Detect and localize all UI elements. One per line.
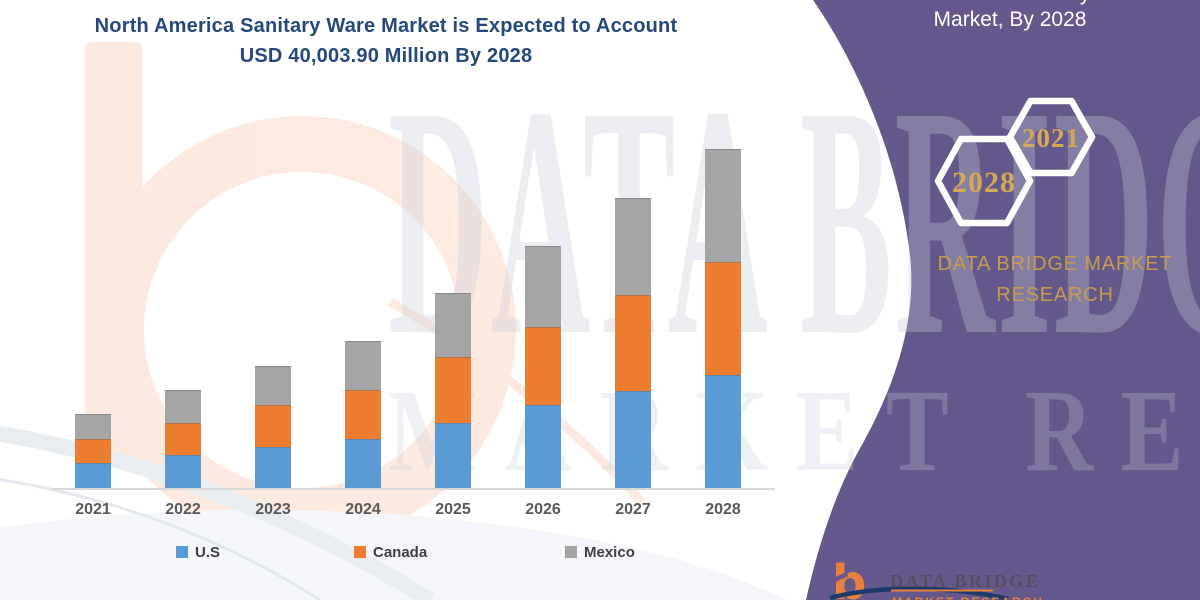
bar-segment-2021-us [75, 463, 111, 488]
x-axis-label-2028: 2028 [705, 501, 741, 518]
panel-heading: Market, By 2028 [933, 8, 1087, 31]
bar-segment-2022-canada [165, 423, 201, 455]
legend-item-mexico: Mexico [565, 543, 635, 561]
x-axis-label-2023: 2023 [255, 501, 291, 518]
legend-swatch-us [176, 546, 188, 558]
bg-swoosh-arcs [0, 425, 788, 600]
purple-panel-shape [806, 0, 1200, 600]
bar-segment-2022-us [165, 455, 201, 488]
bar-segment-2028-us [705, 375, 741, 488]
legend-label-mexico: Mexico [584, 543, 635, 561]
legend-label-us: U.S [195, 543, 221, 561]
legend-swatch-mexico [565, 546, 577, 558]
bar-segment-2025-canada [435, 357, 471, 423]
chart-title-line2: USD 40,003.90 Million By 2028 [239, 45, 533, 67]
bar-segment-2028-canada [705, 262, 741, 375]
bar-segment-2024-mexico [345, 341, 381, 390]
bar-segment-2022-mexico [165, 390, 201, 423]
panel-brand-line1: DATA BRIDGE MARKET [937, 253, 1173, 275]
bar-segment-2027-canada [615, 295, 651, 391]
bar-segment-2026-us [525, 405, 561, 488]
x-axis-label-2027: 2027 [615, 501, 651, 518]
bar-segment-2023-canada [255, 405, 291, 447]
x-axis-label-2024: 2024 [345, 501, 381, 518]
bar-segment-2026-mexico [525, 246, 561, 327]
bar-segment-2024-us [345, 439, 381, 488]
x-axis-label-2025: 2025 [435, 501, 471, 518]
legend-label-canada: Canada [373, 543, 428, 561]
bar-segment-2026-canada [525, 327, 561, 405]
x-axis-label-2022: 2022 [165, 501, 201, 518]
x-axis-line [52, 488, 775, 490]
x-axis-label-2021: 2021 [75, 501, 111, 518]
bar-segment-2023-us [255, 447, 291, 488]
bar-segment-2028-mexico [705, 149, 741, 262]
chart-title: North America Sanitary Ware Market is Ex… [58, 11, 714, 71]
bar-segment-2025-us [435, 423, 471, 488]
legend-item-us: U.S [176, 543, 221, 561]
bar-segment-2024-canada [345, 390, 381, 439]
panel-brand-text: DATA BRIDGE MARKET RESEARCH [928, 249, 1182, 311]
panel-brand-line2: RESEARCH [996, 284, 1114, 306]
panel-heading-clipped-line: North America Sanitary Ware [845, 0, 1175, 7]
bar-segment-2023-mexico [255, 366, 291, 405]
legend-swatch-canada [354, 546, 366, 558]
x-axis-label-2026: 2026 [525, 501, 561, 518]
bar-segment-2027-us [615, 391, 651, 488]
bar-segment-2027-mexico [615, 198, 651, 295]
bar-segment-2025-mexico [435, 293, 471, 357]
legend-item-canada: Canada [354, 543, 428, 561]
chart-title-line1: North America Sanitary Ware Market is Ex… [94, 15, 678, 37]
bar-segment-2021-mexico [75, 414, 111, 439]
bar-segment-2021-canada [75, 439, 111, 463]
